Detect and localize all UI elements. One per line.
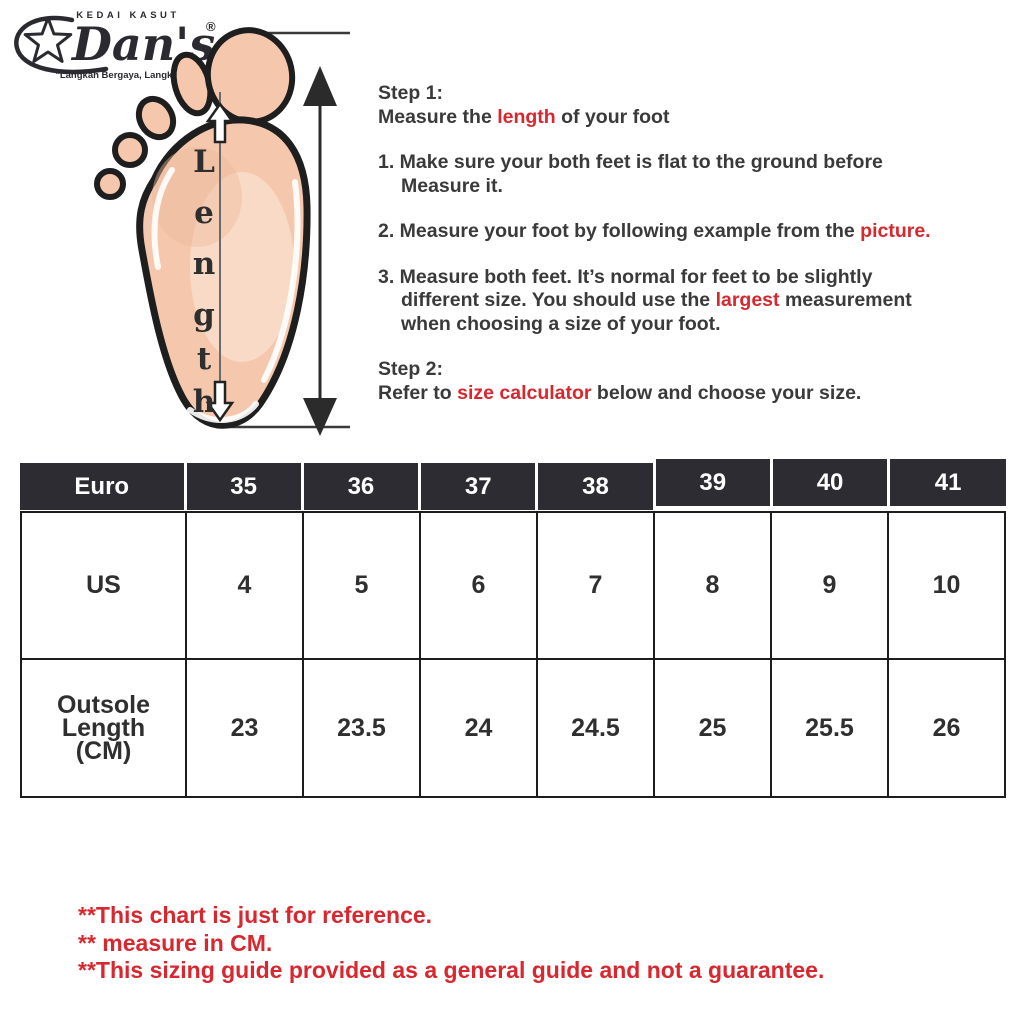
outsole-size-cell: 26	[887, 658, 1006, 798]
us-size-cell: 9	[770, 511, 889, 660]
length-letter: n	[193, 246, 216, 282]
us-size-cell: 10	[887, 511, 1006, 660]
outsole-size-cell: 24	[419, 658, 538, 798]
item3-text: measurement	[779, 289, 912, 311]
item3-text: when choosing a size of your foot.	[401, 312, 721, 335]
item2-highlight: picture.	[860, 220, 931, 242]
outsole-label-line2: (CM)	[75, 736, 132, 765]
length-label: L e n g t h	[193, 144, 216, 420]
step2-text: Refer to	[378, 381, 458, 404]
euro-header-cell: Euro	[20, 463, 184, 510]
outsole-size-cell: 23.5	[302, 658, 421, 798]
inner-highlight-left	[151, 167, 175, 270]
foot-measurement-diagram: L e n g t h	[92, 22, 352, 449]
us-size-cell: 4	[185, 511, 304, 660]
outsole-size-cell: 23	[185, 658, 304, 798]
foot-toes	[94, 27, 296, 200]
instruction-item-3: 3. Measure both feet. It’s normal for fe…	[378, 266, 1003, 337]
step2-title: Step 2:	[378, 358, 444, 380]
inner-highlight-right	[261, 179, 301, 383]
step2-highlight: size calculator	[457, 381, 592, 404]
item1-text: 1. Make sure your both feet is flat to t…	[378, 151, 883, 173]
hollow-arrow-up-icon	[205, 101, 235, 144]
logo-tagline-text: "Langkah Bergaya, Langkah Selesa"	[55, 70, 220, 81]
euro-size-cell: 37	[421, 463, 536, 510]
step1-title: Step 1:	[378, 82, 444, 104]
instruction-item-1: 1. Make sure your both feet is flat to t…	[378, 151, 1003, 198]
logo-kedai-kasut-text: KEDAI KASUT	[76, 10, 179, 21]
outsole-label-line1: Outsole Length	[56, 690, 151, 742]
euro-size-cell: 35	[186, 463, 301, 510]
item3-highlight: largest	[715, 289, 780, 311]
us-row: US 4 5 6 7 8 9 10	[20, 511, 1006, 660]
step1-text: Measure the	[378, 105, 498, 128]
outsole-row: Outsole Length (CM) 23 23.5 24 24.5 25 25…	[20, 658, 1006, 798]
outsole-label-cell: Outsole Length (CM)	[20, 658, 187, 798]
foot-diagram-art: L e n g t h	[94, 27, 350, 436]
length-letter: h	[193, 384, 216, 420]
step2-subtitle: Refer to size calculator below and choos…	[378, 382, 1003, 406]
note-line-3: **This sizing guide provided as a genera…	[78, 957, 825, 983]
us-size-cell: 5	[302, 511, 421, 660]
euro-size-cell: 40	[772, 459, 888, 506]
us-size-cell: 8	[653, 511, 772, 660]
outsole-size-cell: 25	[653, 658, 772, 798]
us-size-cell: 7	[536, 511, 655, 660]
inner-highlight-heel	[187, 401, 259, 424]
measure-arrow-down-icon	[303, 398, 337, 436]
instructions: Step 1: Measure the length of your foot …	[378, 82, 1003, 405]
size-table-header: Euro 35 36 37 38 39 40 41	[20, 459, 1006, 510]
us-label-cell: US	[20, 511, 187, 660]
length-letter: t	[197, 341, 212, 377]
size-table-body: US 4 5 6 7 8 9 10 Outsole Length (CM) 23 …	[20, 511, 1006, 798]
euro-size-cell: 38	[538, 463, 653, 510]
item1-text: Measure it.	[401, 174, 503, 197]
item3-text: 3. Measure both feet. It’s normal for fe…	[378, 265, 873, 288]
logo-swoosh	[14, 15, 109, 75]
note-line-2: ** measure in CM.	[78, 929, 273, 956]
step1-highlight: length	[497, 105, 556, 128]
flower-star-icon	[23, 16, 73, 63]
instruction-item-2: 2. Measure your foot by following exampl…	[378, 220, 1003, 244]
item3-text: different size. You should use the	[401, 289, 716, 311]
step1-text: of your foot	[555, 105, 670, 128]
registered-mark-icon: ®	[206, 19, 216, 34]
step2-text: below and choose your size.	[591, 381, 862, 404]
length-letter: g	[193, 297, 215, 333]
note-line-1: **This chart is just for reference.	[78, 902, 433, 928]
euro-size-cell: 39	[655, 459, 770, 506]
step1-subtitle: Measure the length of your foot	[378, 106, 1003, 130]
outsole-size-cell: 25.5	[770, 658, 889, 798]
euro-size-cell: 41	[890, 459, 1006, 506]
outsole-size-cell: 24.5	[536, 658, 655, 798]
euro-size-cell: 36	[303, 463, 419, 510]
item2-text: 2. Measure your foot by following exampl…	[378, 220, 861, 242]
measure-arrow-up-icon	[303, 66, 337, 106]
length-letter: L	[193, 144, 215, 180]
size-table: Euro 35 36 37 38 39 40 41 US 4 5 6 7 8 9…	[20, 459, 1006, 798]
hollow-arrow-down-icon	[205, 380, 235, 423]
length-letter: e	[194, 195, 214, 231]
sole-highlight-patch	[190, 172, 294, 362]
disclaimer-notes: **This chart is just for reference. ** m…	[78, 902, 824, 985]
us-size-cell: 6	[419, 511, 538, 660]
